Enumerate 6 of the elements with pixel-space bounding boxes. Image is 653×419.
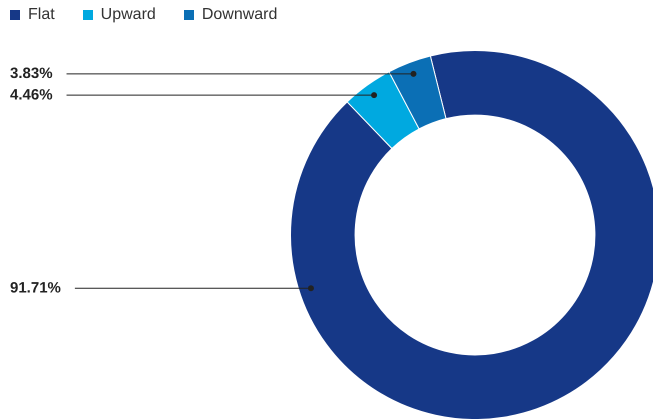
data-label: 3.83%: [10, 64, 53, 82]
legend-label: Downward: [202, 6, 278, 24]
legend-label: Upward: [100, 6, 156, 24]
legend-label: Flat: [28, 6, 55, 24]
data-label: 91.71%: [10, 279, 61, 296]
data-label: 4.46%: [10, 86, 53, 104]
